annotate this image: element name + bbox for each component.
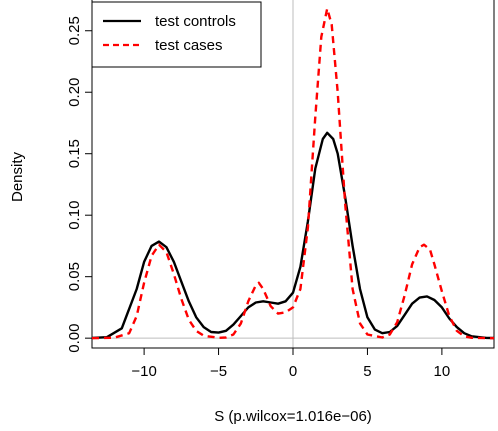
y-tick-label: 0.00	[66, 324, 83, 353]
y-axis-label: Density	[9, 151, 26, 202]
legend-label-test-cases: test cases	[155, 37, 223, 54]
series-layer	[91, 7, 495, 340]
y-tick-label: 0.20	[66, 78, 83, 107]
x-tick-label: −10	[131, 363, 156, 380]
x-axis-label: S (p.wilcox=1.016e−06)	[214, 408, 372, 425]
x-axis: −10 −5 0 5 10	[131, 347, 451, 380]
y-tick-label: 0.05	[66, 262, 83, 291]
y-tick-label: 0.25	[66, 16, 83, 45]
x-tick-label: 10	[434, 363, 451, 380]
x-tick-label: −5	[210, 363, 227, 380]
x-tick-label: 5	[363, 363, 371, 380]
y-axis: 0.00 0.05 0.10 0.15 0.20 0.25	[66, 16, 93, 353]
y-tick-label: 0.10	[66, 201, 83, 230]
series-line-test-cases	[91, 7, 495, 340]
series-line-test-controls	[91, 131, 495, 340]
x-tick-label: 0	[289, 363, 297, 380]
legend: test controls test cases	[91, 1, 262, 68]
legend-box	[91, 1, 262, 68]
y-tick-label: 0.15	[66, 139, 83, 168]
legend-label-test-controls: test controls	[155, 13, 236, 30]
